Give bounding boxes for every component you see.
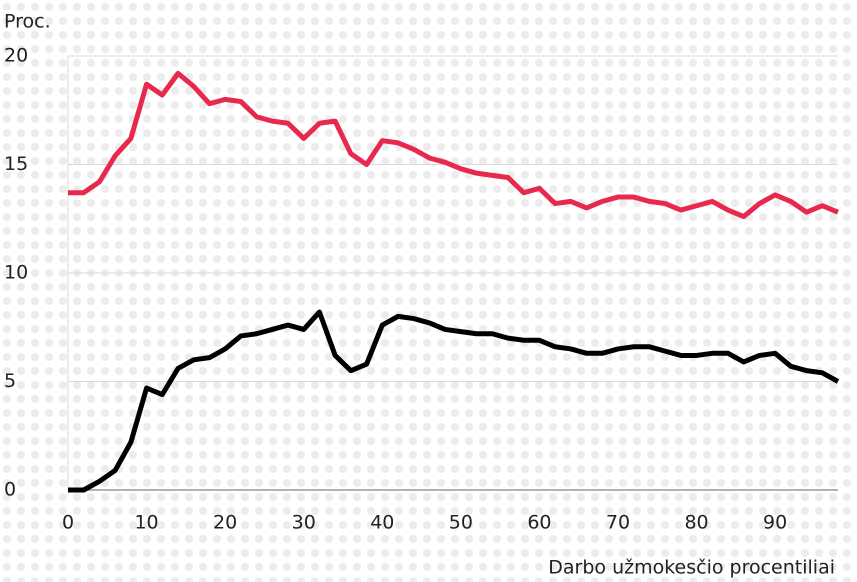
x-tick-label: 70 [606,512,630,534]
x-tick-label: 20 [213,512,237,534]
x-tick-label: 80 [684,512,708,534]
x-tick-label: 10 [134,512,158,534]
y-tick-label: 0 [4,479,16,501]
y-tick-label: 10 [4,262,28,284]
x-tick-label: 0 [62,512,74,534]
x-tick-label: 40 [370,512,394,534]
y-tick-label: 5 [4,370,16,392]
x-tick-label: 60 [527,512,551,534]
x-tick-label: 50 [449,512,473,534]
x-tick-label: 30 [292,512,316,534]
y-tick-label: 20 [4,45,28,67]
x-axis-label: Darbo užmokesčio procentiliai [548,557,835,579]
y-axis-label: Proc. [4,11,51,33]
line-series [68,309,840,493]
y-tick-label: 15 [4,153,28,175]
x-tick-label: 90 [763,512,787,534]
line-series [68,70,839,220]
